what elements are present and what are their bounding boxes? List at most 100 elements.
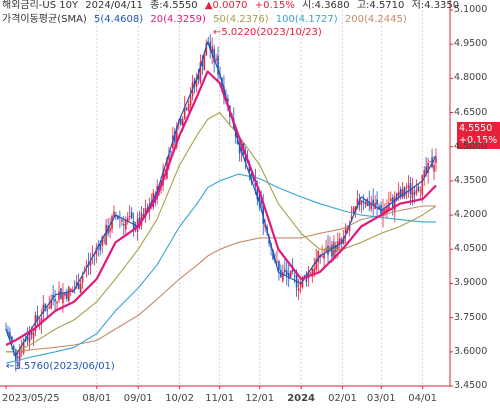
close-price: 종:4.5550 [150,0,198,11]
candle-body [44,303,47,309]
candle-body [113,211,115,217]
candle-body [71,290,74,293]
candle-body [315,258,318,270]
candle-body [323,253,325,259]
candle-body [227,98,229,102]
candle-body [183,106,186,119]
candle-body [429,161,431,163]
candle-body [68,286,70,301]
candle-body [128,216,131,217]
candle-body [244,155,247,163]
candle-body [272,250,274,260]
candle-body [213,48,215,63]
x-tick-label: 2023/05/25 [2,393,60,404]
candle-body [9,332,11,340]
candle-body [16,356,19,359]
candle-body [109,228,111,232]
candle-body [130,211,133,219]
candle-body [303,274,306,276]
candle-body [297,288,300,291]
x-tick-label: 09/01 [123,393,153,404]
candle-body [123,224,125,226]
candle-body [89,260,92,266]
candle-body [50,299,52,309]
x-tick-label: 10/02 [165,393,195,404]
candle-body [284,269,286,272]
candle-body [262,203,265,224]
candle-body [291,269,294,272]
candle-body [295,271,298,288]
ma-line-200 [6,205,436,353]
candle-body [211,46,213,54]
candle-body [64,292,66,296]
candle-body [397,191,400,197]
candle-body [75,282,78,287]
candle-body [217,55,219,75]
candle-body [407,185,410,189]
candle-body [276,261,278,263]
candle-body [28,330,31,343]
candle-body [356,198,359,209]
candle-body [335,244,337,253]
y-tick-label: 4.8000 [454,72,488,84]
candle-body [405,192,408,194]
ma-line-50 [6,111,437,353]
y-tick-label: 3.7500 [454,311,488,323]
candle-body [360,200,363,205]
candle-body [425,166,427,174]
candle-body [146,207,149,209]
candle-body [54,298,56,302]
candle-body [58,291,60,301]
high-arrow-icon: ← [213,27,222,38]
high-annotation-text: 5.0220(2023/10/23) [221,27,322,38]
y-tick-label: 3.4500 [454,380,488,391]
ma-legend-200: 200(4.2445) [344,14,407,25]
candle-body [401,188,404,198]
ma-legend-20: 20(4.3259) [150,14,206,25]
candle-body [321,255,323,257]
y-tick-label: 4.0500 [454,243,488,255]
candle-body [386,206,388,213]
ma-legend-50: 50(4.2376) [213,14,269,25]
candle-body [417,186,420,191]
candle-body [52,294,54,299]
candle-body [124,219,127,230]
x-tick-label: 08/01 [82,393,112,404]
candle-body [38,320,41,322]
high-annotation: ←5.0220(2023/10/23) [213,27,322,38]
candle-body [305,274,308,282]
candle-body [79,283,82,293]
candle-body [199,62,202,83]
candle-body [327,245,329,255]
current-price-box: 4.5550 +0.15% [457,122,500,149]
candle-body [174,131,176,143]
candle-body [48,307,50,309]
instrument-title: 해외금리-US 10Y [2,0,79,11]
candle-body [388,202,390,210]
candle-body [66,292,68,300]
candle-body [46,309,49,311]
candle-body [203,54,206,71]
ma-line-20 [5,70,437,346]
candle-body [338,238,341,245]
candle-body [399,189,402,198]
candle-body [176,126,178,147]
candle-body [344,227,347,234]
change-value: ▲0.0070 [204,0,248,11]
candle-body [403,186,406,197]
candle-body [168,154,170,160]
candle-body [81,275,84,283]
candle-body [433,164,435,172]
candle-body [317,250,319,263]
candle-body [77,283,80,289]
candle-body [370,204,373,209]
candle-body [197,74,200,80]
candle-body [260,199,263,204]
candle-body [126,217,129,223]
candle-body [181,119,184,127]
candle-body [282,272,284,281]
x-tick-label: 12/01 [245,393,275,404]
candle-body [364,202,367,204]
candle-body [42,304,45,314]
